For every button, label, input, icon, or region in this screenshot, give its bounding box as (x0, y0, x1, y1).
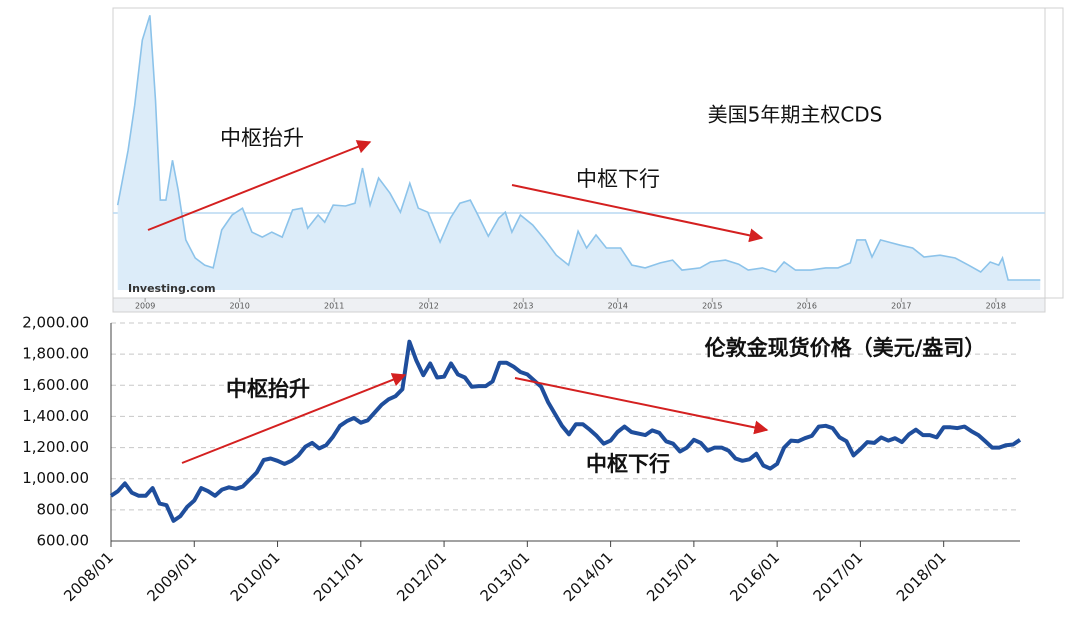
x-tick-label: 2016 (797, 302, 817, 311)
gold-title: 伦敦金现货价格（美元/盎司） (705, 336, 986, 360)
x-tick-label: 2014/01 (560, 548, 617, 605)
trend-arrow (514, 377, 769, 435)
y-tick-label: 1,000.00 (22, 469, 89, 487)
x-tick-label: 2009/01 (143, 548, 200, 605)
x-tick-label: 2008/01 (60, 548, 117, 605)
annotation: 中枢下行 (576, 167, 660, 191)
trend-arrow (147, 140, 372, 231)
y-tick-label: 1,400.00 (22, 407, 89, 425)
x-tick-label: 2010/01 (227, 548, 284, 605)
x-tick-label: 2011 (324, 302, 344, 311)
cds-x-strip (112, 297, 1046, 313)
logo: Investing.com (128, 282, 216, 295)
price-line (109, 339, 1022, 523)
x-tick-label: 2015/01 (643, 548, 700, 605)
area-line (116, 15, 1041, 281)
cds-title: 美国5年期主权CDS (708, 103, 883, 127)
trend-arrow (181, 373, 407, 464)
y-tick-label: 600.00 (37, 532, 90, 550)
y-tick-label: 1,600.00 (22, 376, 89, 394)
x-tick-label: 2017 (891, 302, 911, 311)
x-tick-label: 2014 (608, 302, 628, 311)
y-tick-label: 1,800.00 (22, 345, 89, 363)
x-tick-label: 2017/01 (810, 548, 867, 605)
x-tick-label: 2018 (986, 302, 1006, 311)
x-tick-label: 2011/01 (310, 548, 367, 605)
annotation: 中枢抬升 (226, 377, 310, 401)
x-tick-label: 2012 (419, 302, 439, 311)
trend-arrow (511, 184, 764, 243)
y-tick-label: 2,000.00 (22, 314, 89, 332)
area-fill (117, 15, 1041, 291)
x-tick-label: 2013/01 (477, 548, 534, 605)
cds-right-axis (1044, 7, 1064, 299)
cds-chart: 2009 2010 2011 2012 2013 2014 2015 2016 2017 2018 (116, 15, 1041, 311)
x-tick-label: 2016/01 (726, 548, 783, 605)
x-tick-label: 2018/01 (893, 548, 950, 605)
y-tick-label: 800.00 (37, 500, 90, 518)
x-tick-label: 2010 (229, 302, 249, 311)
annotation: 中枢下行 (586, 452, 670, 476)
y-tick-label: 1,200.00 (22, 438, 89, 456)
x-tick-label: 2013 (513, 302, 533, 311)
x-tick-label: 2015 (702, 302, 722, 311)
annotation: 中枢抬升 (220, 126, 304, 150)
x-tick-label: 2009 (135, 302, 155, 311)
x-tick-label: 2012/01 (393, 548, 450, 605)
